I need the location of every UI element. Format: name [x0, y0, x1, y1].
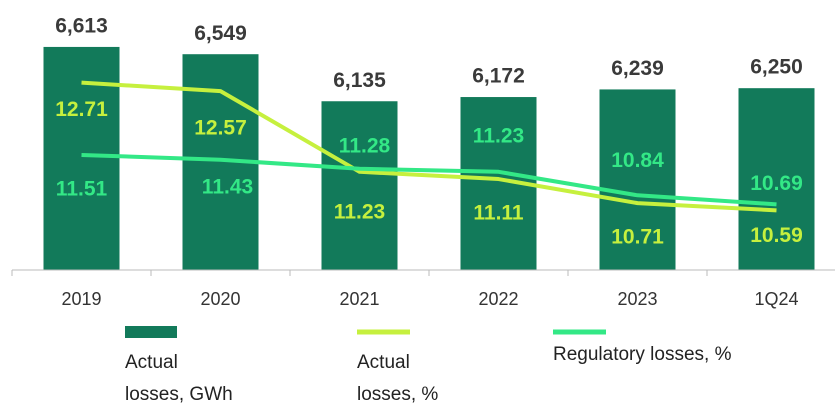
bar-value-label: 6,250 — [750, 56, 803, 79]
bar — [43, 46, 120, 270]
bar — [599, 89, 676, 270]
x-tick-label: 2023 — [617, 289, 657, 309]
bar-value-label: 6,613 — [55, 14, 108, 37]
bar — [321, 101, 398, 270]
x-tick-label: 1Q24 — [754, 289, 798, 309]
line-value-label: 11.23 — [473, 124, 524, 147]
line-value-label: 11.11 — [473, 202, 524, 225]
legend-label: Actual losses, GWh — [125, 352, 233, 405]
line-value-label: 10.84 — [611, 149, 664, 172]
line-value-label: 11.51 — [56, 177, 108, 200]
line — [81, 152, 777, 207]
bar-value-label: 6,549 — [194, 22, 247, 45]
line-value-label: 12.57 — [194, 117, 247, 140]
x-tick-label: 2019 — [61, 289, 101, 309]
line-value-label: 11.28 — [339, 134, 391, 157]
x-tick-label: 2022 — [478, 289, 518, 309]
line — [81, 80, 777, 213]
line-value-label: 11.43 — [202, 175, 253, 198]
line-value-label: 10.71 — [611, 226, 664, 249]
bar-value-label: 6,135 — [333, 69, 386, 92]
bar-value-label: 6,172 — [472, 65, 525, 88]
line-value-label: 11.23 — [334, 200, 385, 223]
line-value-label: 10.69 — [750, 172, 803, 195]
bar-value-label: 6,239 — [611, 57, 664, 80]
x-tick-label: 2021 — [339, 289, 379, 309]
legend-label: Regulatory losses, % — [553, 344, 732, 365]
bar — [738, 88, 815, 270]
line-value-label: 10.59 — [750, 224, 803, 247]
legend-swatch — [125, 326, 177, 338]
line-value-label: 12.71 — [55, 98, 108, 121]
x-tick-label: 2020 — [200, 289, 240, 309]
legend-label: Actual losses, % — [357, 352, 439, 405]
